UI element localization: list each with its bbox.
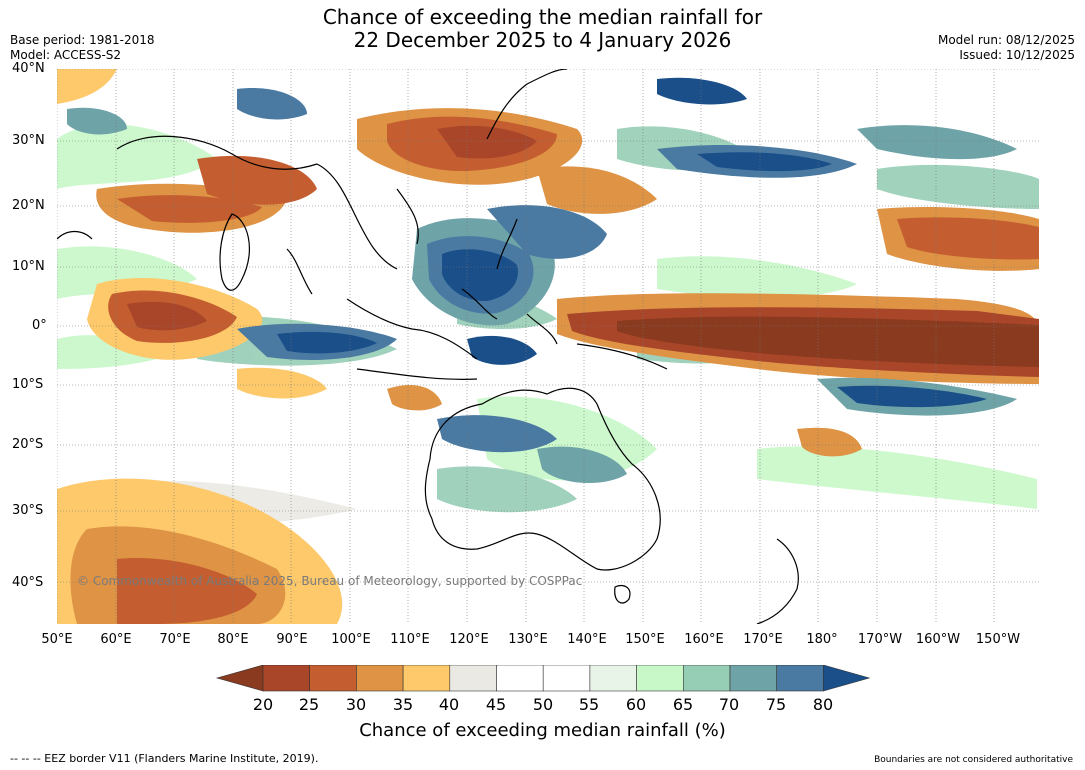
colorbar-tick: 60 xyxy=(625,695,647,714)
dry-region-layer xyxy=(57,69,1039,624)
colorbar-tick: 65 xyxy=(672,695,694,714)
base-period: Base period: 1981-2018 xyxy=(10,33,155,47)
colorbar-segment xyxy=(589,665,637,692)
lon-label: 70°E xyxy=(159,632,191,647)
colorbar-segment xyxy=(356,665,404,692)
lon-label: 170°E xyxy=(743,632,783,647)
colorbar xyxy=(215,665,870,692)
colorbar-tick: 50 xyxy=(532,695,554,714)
colorbar-segment xyxy=(309,665,357,692)
colorbar-arrow-high xyxy=(823,665,870,692)
lat-label: 0° xyxy=(32,318,47,333)
colorbar-segment xyxy=(402,665,451,692)
colorbar-arrow-low xyxy=(215,665,264,692)
lon-label: 170°W xyxy=(857,632,903,647)
map-title-line2: 22 December 2025 to 4 January 2026 xyxy=(353,28,732,52)
colorbar-tick: 55 xyxy=(578,695,600,714)
lon-label: 120°E xyxy=(449,632,489,647)
map-title-line1: Chance of exceeding the median rainfall … xyxy=(322,5,763,29)
rainfall-map: © Commonwealth of Australia 2025, Bureau… xyxy=(57,69,1039,624)
lat-label: 30°N xyxy=(12,133,45,148)
copyright-notice: © Commonwealth of Australia 2025, Bureau… xyxy=(77,574,583,588)
lon-label: 160°W xyxy=(915,632,961,647)
eez-legend: -- -- -- EEZ border V11 (Flanders Marine… xyxy=(10,752,319,765)
lat-label: 30°S xyxy=(12,503,44,518)
lat-label: 10°S xyxy=(12,377,44,392)
model-name: Model: ACCESS-S2 xyxy=(10,48,122,62)
lat-label: 20°N xyxy=(12,198,45,213)
colorbar-segment xyxy=(682,665,731,692)
lat-label: 20°S xyxy=(12,437,44,452)
lon-label: 90°E xyxy=(276,632,308,647)
colorbar-tick: 80 xyxy=(812,695,834,714)
colorbar-segment xyxy=(636,665,684,692)
colorbar-segment xyxy=(449,665,497,692)
lon-label: 100°E xyxy=(331,632,371,647)
lon-label: 150°E xyxy=(625,632,665,647)
colorbar-segment xyxy=(776,665,824,692)
boundary-disclaimer: Boundaries are not considered authoritat… xyxy=(874,755,1073,765)
lon-label: 150°W xyxy=(975,632,1021,647)
model-run: Model run: 08/12/2025 xyxy=(937,33,1075,47)
lat-label: 10°N xyxy=(12,259,45,274)
colorbar-tick: 30 xyxy=(345,695,367,714)
colorbar-tick: 45 xyxy=(485,695,507,714)
lon-label: 140°E xyxy=(567,632,607,647)
lon-label: 160°E xyxy=(684,632,724,647)
wet-region-layer xyxy=(67,77,1017,484)
lon-label: 130°E xyxy=(508,632,548,647)
colorbar-tick: 35 xyxy=(392,695,414,714)
issued-date: Issued: 10/12/2025 xyxy=(959,48,1075,62)
colorbar-segment xyxy=(729,665,778,692)
coastlines xyxy=(57,69,799,624)
colorbar-tick: 25 xyxy=(298,695,320,714)
lat-label: 40°N xyxy=(12,61,45,76)
colorbar-tick: 40 xyxy=(438,695,460,714)
lon-label: 50°E xyxy=(41,632,73,647)
colorbar-tick: 75 xyxy=(765,695,787,714)
colorbar-tick: 20 xyxy=(252,695,274,714)
map-canvas xyxy=(57,69,1039,624)
colorbar-segment xyxy=(542,665,591,692)
colorbar-segment xyxy=(262,665,311,692)
lon-label: 110°E xyxy=(390,632,430,647)
colorbar-segment xyxy=(496,665,544,692)
lat-label: 40°S xyxy=(12,575,44,590)
lon-label: 60°E xyxy=(100,632,132,647)
colorbar-tick: 70 xyxy=(718,695,740,714)
lon-label: 180° xyxy=(806,632,838,647)
graticule xyxy=(57,69,1039,624)
lon-label: 80°E xyxy=(217,632,249,647)
colorbar-title: Chance of exceeding median rainfall (%) xyxy=(359,720,726,741)
